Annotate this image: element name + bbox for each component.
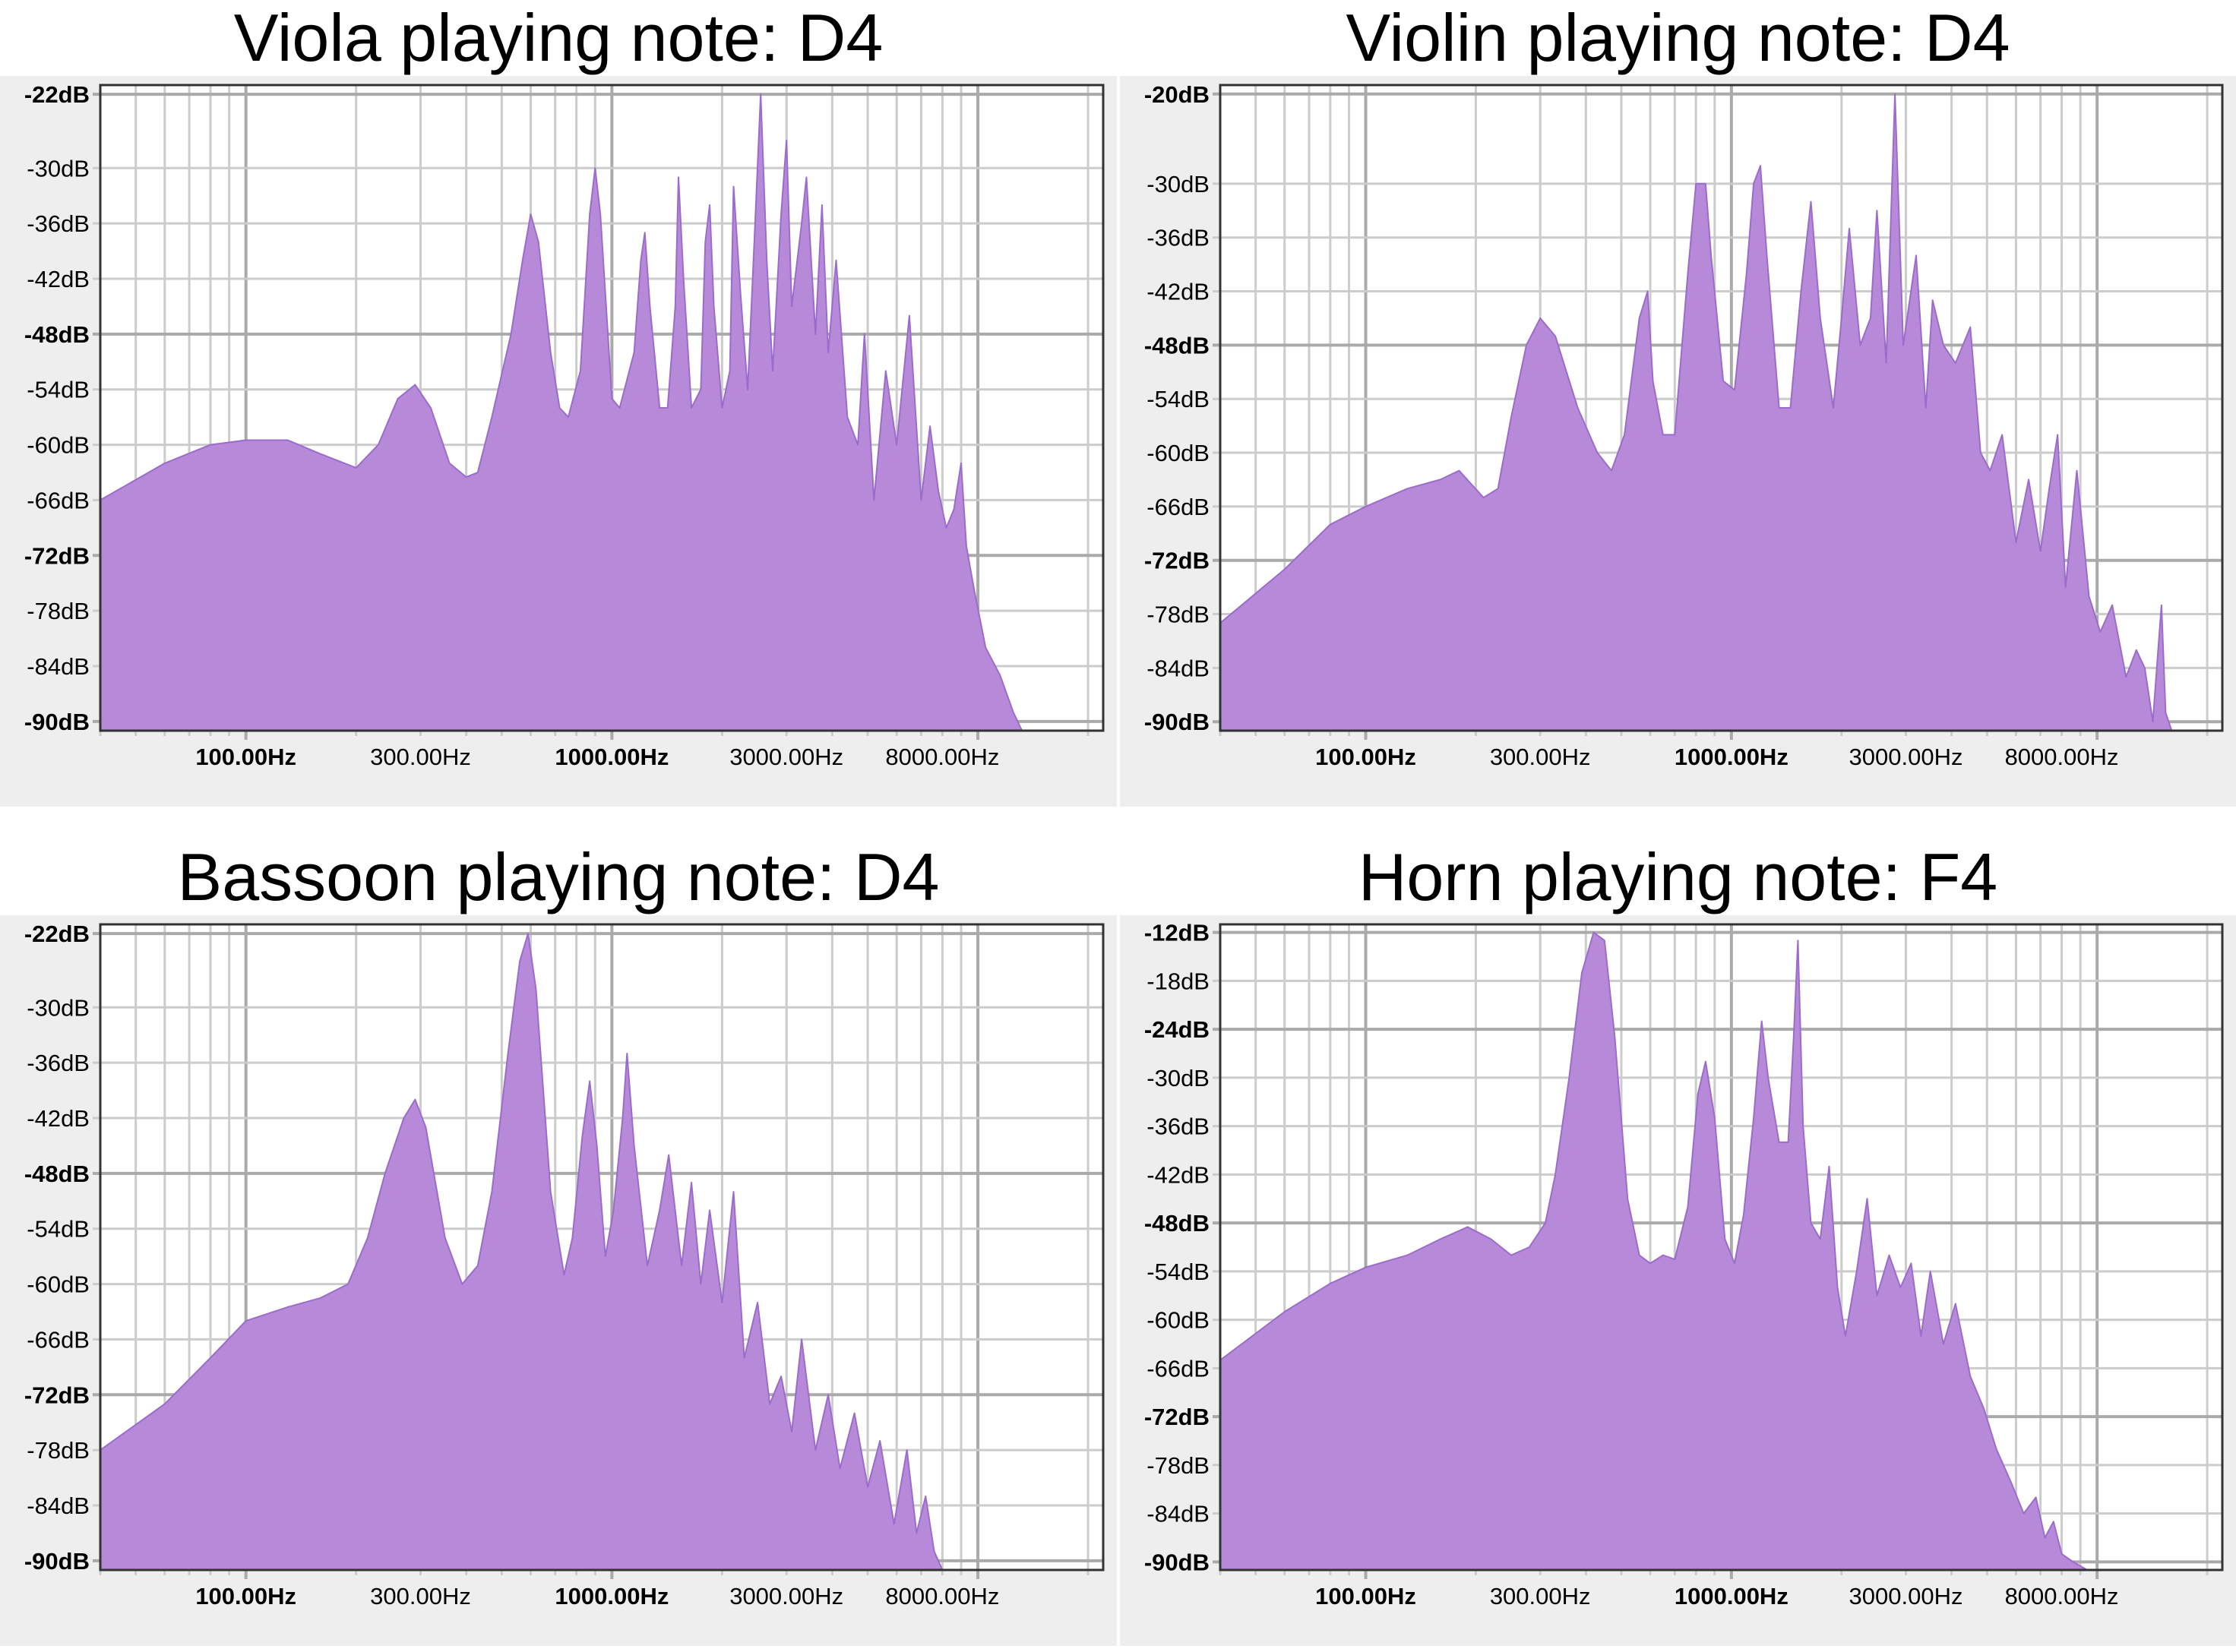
spectrum-area (1219, 931, 2089, 1571)
y-tick-label: -36dB (1146, 225, 1210, 251)
y-tick-label: -90dB (1144, 1549, 1210, 1575)
chart-title: Bassoon playing note: D4 (177, 839, 940, 914)
plot-frame (99, 84, 1105, 732)
y-tick-label: -66dB (1146, 494, 1210, 520)
y-tick-label: -84dB (27, 1492, 90, 1519)
x-tick-label: 300.00Hz (1490, 744, 1591, 770)
y-tick-label: -72dB (24, 542, 90, 569)
x-tick-label: 3000.00Hz (1849, 744, 1963, 770)
x-tick-label: 100.00Hz (195, 744, 296, 770)
y-tick-label: -78dB (1146, 602, 1210, 628)
spectrum-area (100, 933, 944, 1571)
y-tick-label: -42dB (1146, 279, 1210, 305)
x-tick-label: 3000.00Hz (729, 744, 843, 770)
y-tick-label: -42dB (27, 1105, 90, 1132)
y-tick-label: -48dB (1144, 332, 1210, 359)
spectrum-area (1219, 93, 2173, 731)
y-tick-label: -48dB (1144, 1210, 1210, 1237)
y-tick-label: -72dB (1144, 548, 1210, 574)
x-tick-label: 3000.00Hz (1849, 1583, 1963, 1609)
y-tick-label: -54dB (1146, 1259, 1210, 1285)
y-tick-label: -84dB (1146, 655, 1210, 681)
spectrum-plot-viola: -22dB -30dB -36dB -42dB -48dB -54dB -60dB -66dB… (0, 76, 1117, 807)
chart-panel-horn: Horn playing note: F4 -12dB -18dB -24dB -30… (1120, 839, 2236, 1652)
y-tick-label: -54dB (27, 1216, 90, 1243)
x-tick-label: 1000.00Hz (555, 744, 669, 770)
y-tick-label: -42dB (1146, 1161, 1210, 1188)
x-tick-label: 1000.00Hz (555, 1583, 669, 1609)
chart-panel-viola: Viola playing note: D4 -22dB -30dB -36dB -4… (0, 0, 1117, 813)
y-tick-label: -24dB (1144, 1016, 1210, 1043)
y-tick-label: -72dB (1144, 1404, 1210, 1430)
y-tick-label: -78dB (27, 1437, 90, 1464)
y-tick-label: -60dB (27, 1271, 90, 1298)
x-tick-label: 8000.00Hz (2005, 1583, 2119, 1609)
y-tick-label: -60dB (1146, 1307, 1210, 1334)
plot-frame (99, 923, 1105, 1571)
y-tick-label: -36dB (1146, 1113, 1210, 1140)
y-tick-label: -18dB (1146, 968, 1210, 994)
y-tick-label: -30dB (27, 994, 90, 1021)
x-tick-label: 3000.00Hz (729, 1583, 843, 1609)
chart-title: Horn playing note: F4 (1358, 839, 1998, 914)
y-tick-label: -90dB (1144, 709, 1210, 735)
chart-panel-bassoon: Bassoon playing note: D4 -22dB -30dB -36dB… (0, 839, 1117, 1652)
x-tick-label: 8000.00Hz (2005, 744, 2119, 770)
plot-frame (1219, 923, 2224, 1571)
y-tick-label: -84dB (27, 653, 90, 680)
x-tick-label: 8000.00Hz (885, 1583, 999, 1609)
y-tick-label: -90dB (24, 1548, 90, 1575)
y-tick-label: -42dB (27, 266, 90, 292)
x-tick-label: 8000.00Hz (885, 744, 999, 770)
y-tick-label: -48dB (24, 1161, 90, 1187)
y-tick-label: -66dB (1146, 1355, 1210, 1382)
y-tick-label: -54dB (27, 377, 90, 403)
spectrum-plot-horn: -12dB -18dB -24dB -30dB -36dB -42dB -48dB -54dB… (1120, 915, 2236, 1646)
plot-frame (1219, 84, 2224, 732)
y-tick-label: -84dB (1146, 1501, 1210, 1527)
spectrum-area (100, 93, 1023, 731)
y-tick-label: -20dB (1144, 81, 1210, 108)
y-tick-label: -54dB (1146, 386, 1210, 412)
x-tick-label: 300.00Hz (1490, 1583, 1591, 1609)
chart-panel-violin: Violin playing note: D4 -20dB -30dB -36dB -… (1120, 0, 2236, 813)
y-tick-label: -30dB (27, 155, 90, 182)
y-tick-label: -30dB (1146, 1065, 1210, 1091)
x-tick-label: 100.00Hz (1315, 744, 1416, 770)
x-tick-label: 1000.00Hz (1675, 1583, 1788, 1609)
x-tick-label: 100.00Hz (195, 1583, 296, 1609)
chart-title: Viola playing note: D4 (233, 0, 884, 75)
y-tick-label: -12dB (1144, 920, 1210, 946)
y-tick-label: -36dB (27, 1050, 90, 1076)
x-tick-label: 1000.00Hz (1675, 744, 1788, 770)
x-tick-label: 300.00Hz (370, 1583, 471, 1609)
y-tick-label: -78dB (1146, 1452, 1210, 1479)
y-tick-label: -30dB (1146, 171, 1210, 197)
x-tick-label: 100.00Hz (1315, 1583, 1416, 1609)
y-tick-label: -78dB (27, 598, 90, 624)
y-tick-label: -90dB (24, 709, 90, 735)
y-tick-label: -22dB (24, 921, 90, 947)
y-tick-label: -22dB (24, 81, 90, 108)
chart-title: Violin playing note: D4 (1346, 0, 2010, 75)
x-tick-label: 300.00Hz (370, 744, 471, 770)
spectrum-plot-bassoon: -22dB -30dB -36dB -42dB -48dB -54dB -60dB -66dB… (0, 915, 1117, 1646)
y-tick-label: -60dB (27, 432, 90, 459)
y-tick-label: -60dB (1146, 440, 1210, 466)
y-tick-label: -66dB (27, 1326, 90, 1353)
y-tick-label: -66dB (27, 487, 90, 513)
spectrum-plot-violin: -20dB -30dB -36dB -42dB -48dB -54dB -60dB -66dB… (1120, 76, 2236, 807)
y-tick-label: -72dB (24, 1382, 90, 1408)
y-tick-label: -48dB (24, 321, 90, 348)
y-tick-label: -36dB (27, 210, 90, 237)
